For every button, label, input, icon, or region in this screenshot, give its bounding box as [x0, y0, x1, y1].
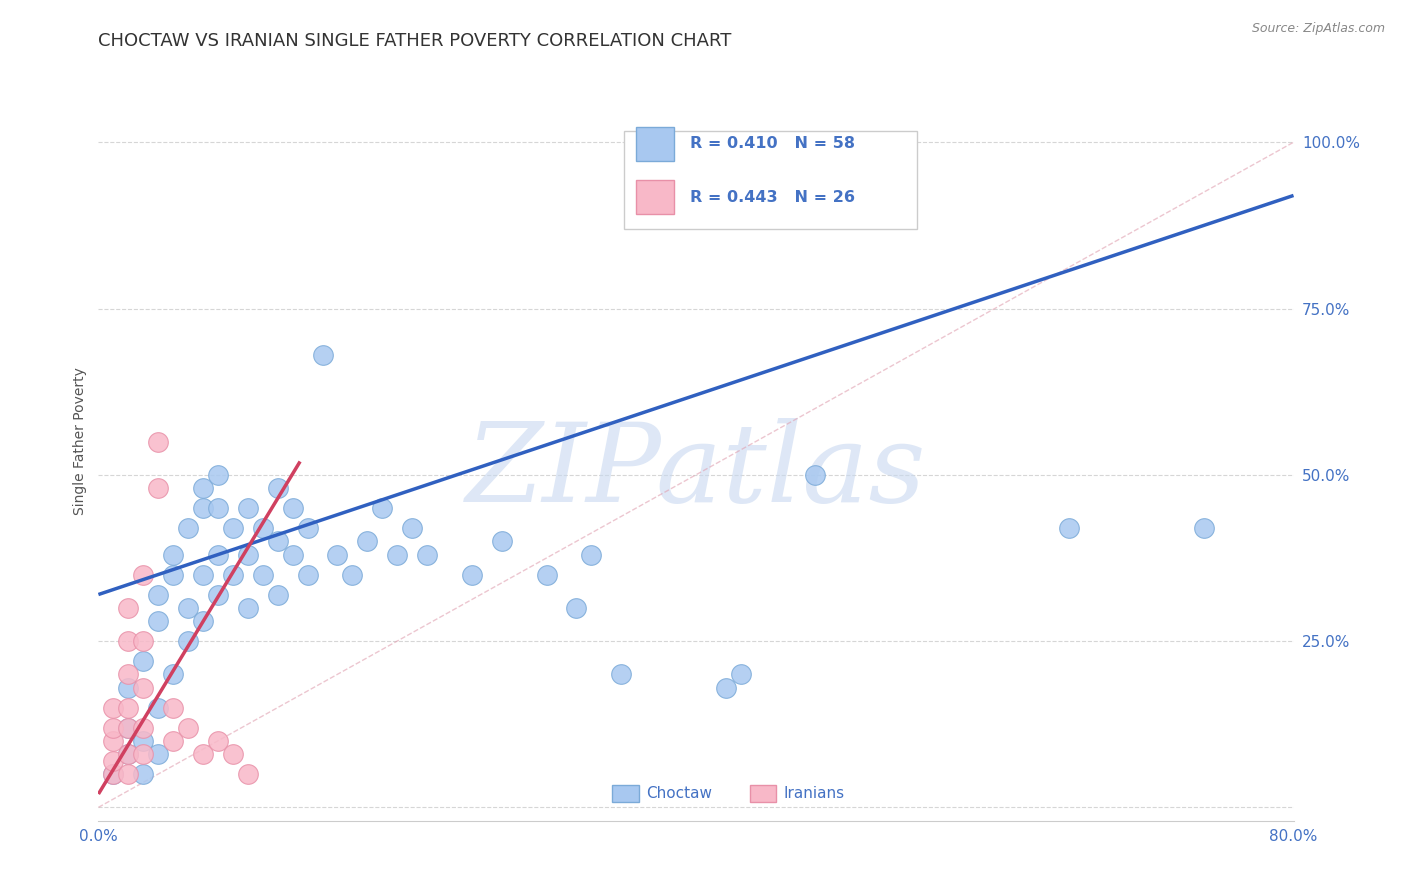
- Point: [236, 600, 259, 615]
- Point: [356, 534, 378, 549]
- Point: [132, 567, 155, 582]
- Bar: [613, 785, 638, 802]
- Point: [342, 567, 364, 582]
- Point: [117, 700, 139, 714]
- Point: [281, 501, 304, 516]
- Point: [177, 721, 200, 735]
- FancyBboxPatch shape: [624, 130, 917, 229]
- Bar: [749, 785, 776, 802]
- Point: [311, 348, 333, 362]
- Text: CHOCTAW VS IRANIAN SINGLE FATHER POVERTY CORRELATION CHART: CHOCTAW VS IRANIAN SINGLE FATHER POVERTY…: [98, 32, 731, 50]
- Bar: [637, 127, 675, 161]
- Point: [132, 747, 155, 761]
- Point: [117, 747, 139, 761]
- Point: [191, 747, 214, 761]
- Point: [132, 654, 155, 668]
- Point: [1192, 521, 1215, 535]
- Point: [132, 634, 155, 648]
- Point: [117, 667, 139, 681]
- Point: [177, 521, 200, 535]
- Point: [267, 481, 290, 495]
- Point: [132, 681, 155, 695]
- Point: [148, 434, 170, 449]
- Point: [117, 747, 139, 761]
- Point: [714, 681, 737, 695]
- Point: [267, 534, 290, 549]
- Point: [117, 721, 139, 735]
- Point: [581, 548, 603, 562]
- Point: [1059, 521, 1081, 535]
- Point: [162, 700, 184, 714]
- Point: [103, 754, 125, 768]
- Point: [536, 567, 558, 582]
- Point: [236, 501, 259, 516]
- Point: [191, 614, 214, 628]
- Point: [610, 667, 633, 681]
- Point: [565, 600, 588, 615]
- Point: [103, 767, 125, 781]
- Point: [177, 634, 200, 648]
- Text: Source: ZipAtlas.com: Source: ZipAtlas.com: [1251, 22, 1385, 36]
- Point: [117, 634, 139, 648]
- Point: [103, 700, 125, 714]
- Point: [385, 548, 409, 562]
- Point: [191, 481, 214, 495]
- Point: [461, 567, 484, 582]
- Point: [207, 587, 229, 601]
- Point: [326, 548, 349, 562]
- Point: [132, 734, 155, 748]
- Point: [132, 721, 155, 735]
- Point: [416, 548, 439, 562]
- Point: [117, 600, 139, 615]
- Point: [236, 767, 259, 781]
- Point: [103, 721, 125, 735]
- Point: [222, 747, 245, 761]
- Point: [222, 521, 245, 535]
- Point: [236, 548, 259, 562]
- Text: R = 0.443   N = 26: R = 0.443 N = 26: [690, 189, 855, 204]
- Point: [297, 567, 319, 582]
- Point: [148, 747, 170, 761]
- Point: [281, 548, 304, 562]
- Point: [103, 767, 125, 781]
- Point: [491, 534, 513, 549]
- Point: [191, 567, 214, 582]
- Point: [162, 667, 184, 681]
- Point: [207, 548, 229, 562]
- Point: [252, 521, 274, 535]
- Text: ZIPatlas: ZIPatlas: [465, 418, 927, 525]
- Point: [117, 767, 139, 781]
- Point: [207, 734, 229, 748]
- Point: [148, 481, 170, 495]
- Bar: [637, 180, 675, 214]
- Point: [804, 467, 827, 482]
- Point: [148, 587, 170, 601]
- Point: [207, 501, 229, 516]
- Text: Choctaw: Choctaw: [645, 786, 711, 801]
- Point: [177, 600, 200, 615]
- Point: [401, 521, 423, 535]
- Point: [103, 734, 125, 748]
- Point: [162, 567, 184, 582]
- Point: [191, 501, 214, 516]
- Point: [148, 614, 170, 628]
- Point: [252, 567, 274, 582]
- Point: [148, 700, 170, 714]
- Text: Iranians: Iranians: [783, 786, 845, 801]
- Point: [730, 667, 752, 681]
- Point: [132, 767, 155, 781]
- Point: [117, 681, 139, 695]
- Point: [117, 721, 139, 735]
- Point: [207, 467, 229, 482]
- Point: [222, 567, 245, 582]
- Point: [162, 734, 184, 748]
- Y-axis label: Single Father Poverty: Single Father Poverty: [73, 368, 87, 516]
- Point: [297, 521, 319, 535]
- Point: [371, 501, 394, 516]
- Text: R = 0.410   N = 58: R = 0.410 N = 58: [690, 136, 855, 152]
- Point: [267, 587, 290, 601]
- Point: [162, 548, 184, 562]
